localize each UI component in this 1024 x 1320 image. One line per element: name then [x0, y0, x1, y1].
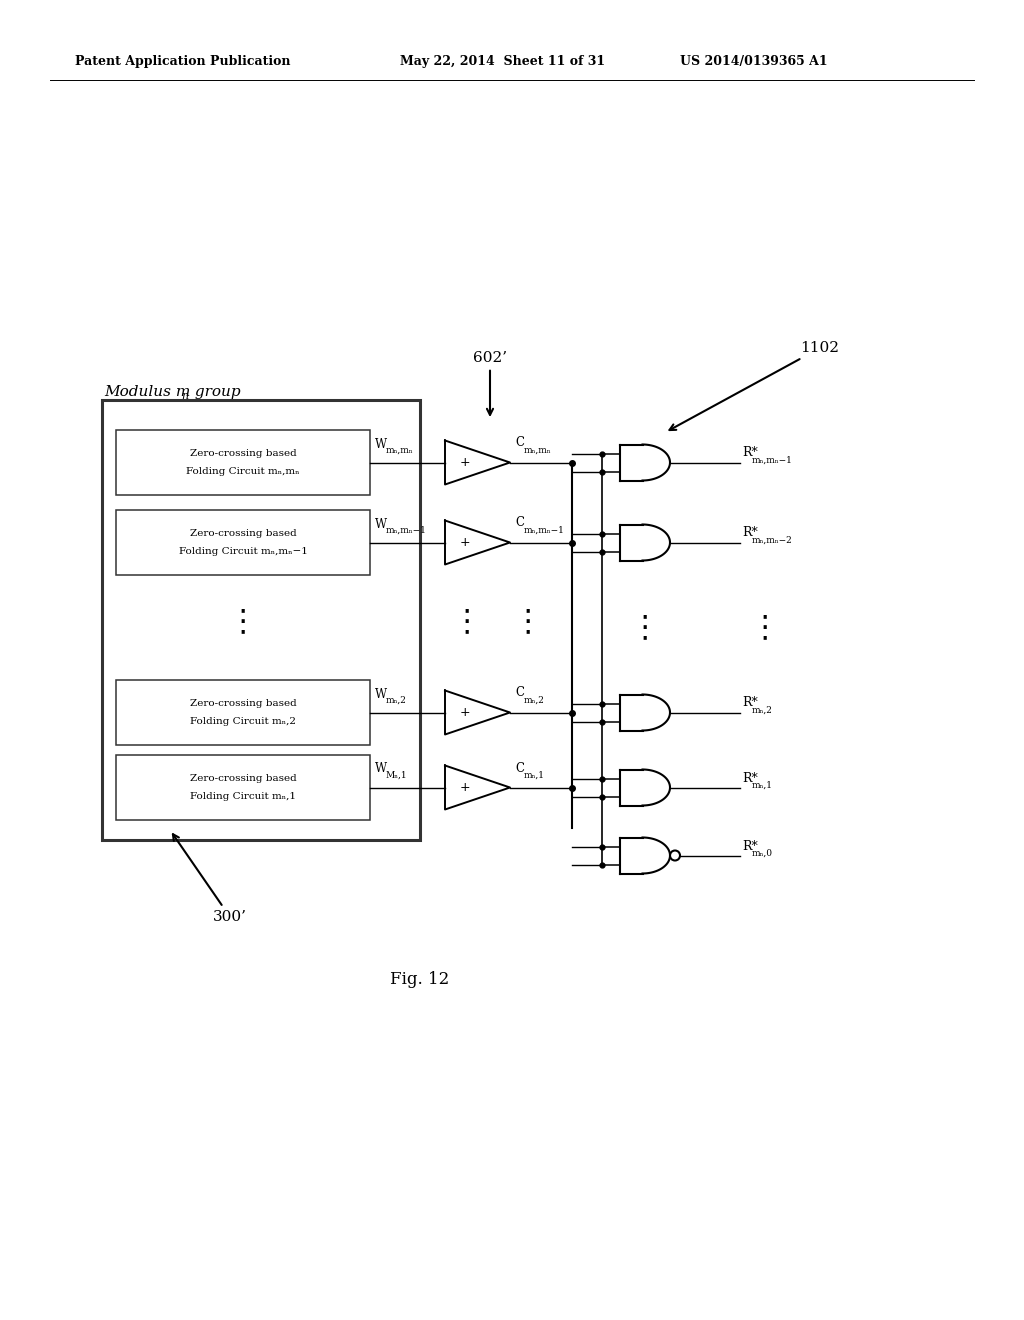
Text: Folding Circuit mₙ,mₙ: Folding Circuit mₙ,mₙ: [186, 467, 300, 477]
Text: mₙ,0: mₙ,0: [752, 849, 773, 858]
Text: ⋮: ⋮: [630, 612, 660, 642]
Text: C: C: [515, 516, 524, 529]
Text: n: n: [181, 391, 188, 401]
Text: mₙ,mₙ: mₙ,mₙ: [386, 446, 414, 454]
Text: Folding Circuit mₙ,mₙ−1: Folding Circuit mₙ,mₙ−1: [178, 546, 307, 556]
Text: mₙ,2: mₙ,2: [524, 696, 545, 705]
Text: C: C: [515, 686, 524, 700]
Text: +: +: [460, 781, 470, 795]
Text: Zero-crossing based: Zero-crossing based: [189, 700, 296, 708]
Text: mₙ,2: mₙ,2: [386, 696, 407, 705]
Text: 1102: 1102: [670, 341, 840, 430]
Text: mₙ,2: mₙ,2: [752, 705, 773, 714]
Text: R*: R*: [742, 697, 758, 710]
Text: mₙ,1: mₙ,1: [524, 771, 545, 780]
Text: W: W: [375, 437, 387, 450]
Text: Folding Circuit mₙ,2: Folding Circuit mₙ,2: [190, 717, 296, 726]
Text: W: W: [375, 763, 387, 776]
Text: C: C: [515, 437, 524, 450]
Bar: [116, 510, 370, 576]
Text: mₙ,mₙ−1: mₙ,mₙ−1: [524, 525, 565, 535]
Text: US 2014/0139365 A1: US 2014/0139365 A1: [680, 55, 827, 69]
Text: ⋮: ⋮: [513, 607, 544, 636]
Text: ⋮: ⋮: [452, 607, 482, 636]
Text: ⋮: ⋮: [227, 607, 258, 636]
Bar: [116, 755, 370, 820]
Text: W: W: [375, 688, 387, 701]
Text: Zero-crossing based: Zero-crossing based: [189, 449, 296, 458]
Text: mₙ,1: mₙ,1: [752, 780, 773, 789]
Text: May 22, 2014  Sheet 11 of 31: May 22, 2014 Sheet 11 of 31: [400, 55, 605, 69]
Text: mₙ,mₙ−1: mₙ,mₙ−1: [752, 455, 793, 465]
Text: 602’: 602’: [473, 351, 507, 414]
Text: R*: R*: [742, 527, 758, 540]
Text: 300’: 300’: [173, 834, 247, 924]
Bar: [116, 430, 370, 495]
Text: R*: R*: [742, 771, 758, 784]
Bar: [102, 400, 420, 840]
Text: Mₙ,1: Mₙ,1: [386, 771, 408, 780]
Text: Modulus m: Modulus m: [104, 385, 190, 399]
Text: C: C: [515, 762, 524, 775]
Text: W: W: [375, 517, 387, 531]
Text: R*: R*: [742, 840, 758, 853]
Text: Zero-crossing based: Zero-crossing based: [189, 529, 296, 539]
Text: +: +: [460, 706, 470, 719]
Text: group: group: [190, 385, 241, 399]
Text: +: +: [460, 536, 470, 549]
Text: Zero-crossing based: Zero-crossing based: [189, 774, 296, 783]
Text: mₙ,mₙ−2: mₙ,mₙ−2: [752, 536, 793, 544]
Text: ⋮: ⋮: [750, 612, 780, 642]
Bar: [116, 680, 370, 744]
Text: Patent Application Publication: Patent Application Publication: [75, 55, 291, 69]
Text: mₙ,mₙ−1: mₙ,mₙ−1: [386, 525, 427, 535]
Text: +: +: [460, 455, 470, 469]
Text: Folding Circuit mₙ,1: Folding Circuit mₙ,1: [190, 792, 296, 801]
Text: Fig. 12: Fig. 12: [390, 972, 450, 989]
Text: R*: R*: [742, 446, 758, 459]
Text: mₙ,mₙ: mₙ,mₙ: [524, 446, 552, 454]
